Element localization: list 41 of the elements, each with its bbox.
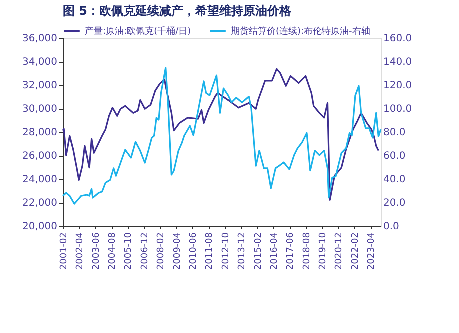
x-tick-label: 2002-04 xyxy=(76,232,86,270)
y-tick-label: 28,000 xyxy=(22,128,58,138)
x-tick-label: 2005-10 xyxy=(124,232,134,270)
y2-tick-label: 60.0 xyxy=(384,151,406,162)
legend-label: 产量:原油:欧佩克(千桶/日) xyxy=(85,26,192,37)
x-tick-label: 2017-06 xyxy=(286,232,296,270)
y2-tick-label: 20.0 xyxy=(384,198,406,209)
x-tick-label: 2003-06 xyxy=(92,232,102,270)
x-tick-label: 2001-02 xyxy=(60,232,70,270)
y-tick-label: 22,000 xyxy=(22,198,58,209)
x-tick-label: 2011-08 xyxy=(205,232,216,270)
x-tick-label: 2019-10 xyxy=(318,232,328,270)
x-tick-label: 2016-04 xyxy=(270,232,280,270)
x-tick-label: 2020-12 xyxy=(334,232,345,270)
y2-tick-label: 100.0 xyxy=(384,104,412,115)
x-tick-label: 2006-12 xyxy=(140,232,150,270)
y-tick-label: 36,000 xyxy=(22,34,58,44)
x-tick-label: 2010-06 xyxy=(188,232,199,270)
chart-title: 图 5：欧佩克延续减产，希望维持原油价格 xyxy=(63,4,293,18)
y2-tick-label: 140.0 xyxy=(384,57,412,68)
y2-tick-label: 0.0 xyxy=(384,222,400,232)
y-tick-label: 24,000 xyxy=(22,174,58,186)
x-tick-label: 2022-02 xyxy=(350,232,361,270)
y2-tick-label: 80.0 xyxy=(384,128,406,138)
y-tick-label: 20,000 xyxy=(22,222,58,232)
y-tick-label: 26,000 xyxy=(22,151,58,162)
x-tick-label: 2018-08 xyxy=(302,232,312,270)
y2-tick-label: 120.0 xyxy=(384,80,412,92)
x-tick-label: 2013-12 xyxy=(238,232,248,270)
y-tick-label: 32,000 xyxy=(22,80,58,92)
y2-tick-label: 160.0 xyxy=(384,34,412,44)
y-tick-label: 34,000 xyxy=(22,57,58,68)
x-tick-label: 2015-02 xyxy=(254,232,264,270)
legend-label: 期货结算价(连续):布伦特原油-右轴 xyxy=(231,26,370,37)
x-tick-label: 2012-10 xyxy=(221,232,232,270)
x-tick-label: 2023-04 xyxy=(367,232,378,270)
x-tick-label: 2008-02 xyxy=(156,232,167,270)
x-tick-label: 2009-04 xyxy=(172,232,183,270)
y2-tick-label: 40.0 xyxy=(384,174,406,186)
y-tick-label: 30,000 xyxy=(22,104,58,115)
x-tick-label: 2004-08 xyxy=(108,232,118,270)
